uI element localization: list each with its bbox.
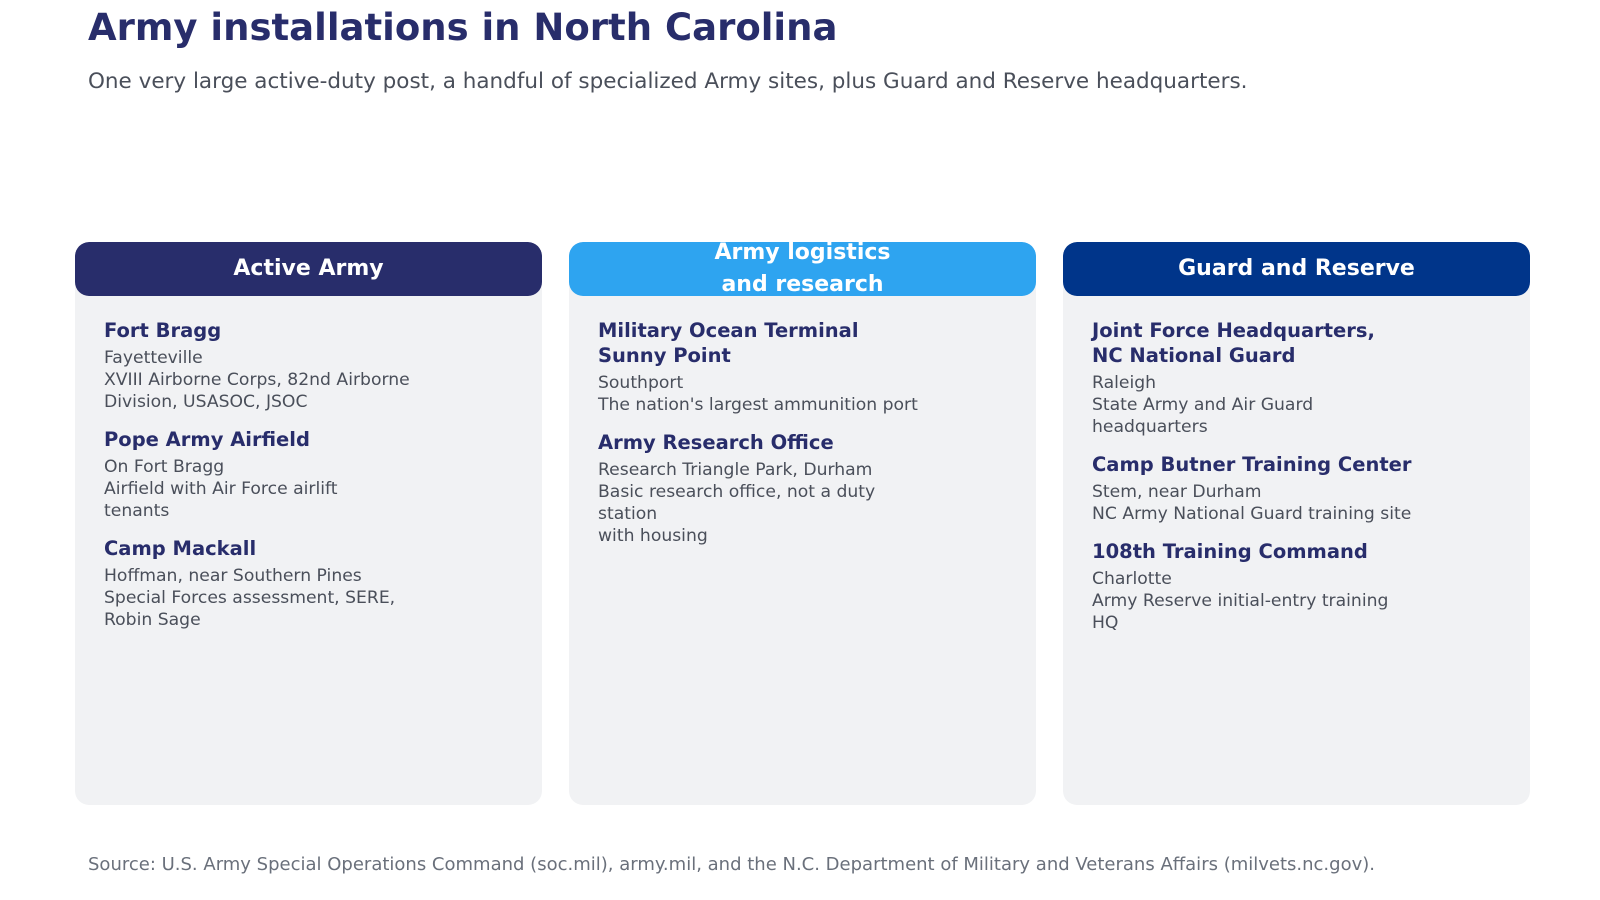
installation-description: Special Forces assessment, SERE, Robin S… — [104, 588, 396, 630]
installation-name: Camp Mackall — [104, 537, 257, 560]
card-header-label-line-1: Army logistics — [714, 242, 891, 265]
installation-location: Stem, near Durham — [1092, 482, 1262, 502]
installation-description: NC Army National Guard training site — [1092, 504, 1412, 524]
installation-name: Military Ocean Terminal Sunny Point — [598, 319, 859, 367]
card-body-active-army: Fort Bragg Fayetteville XVIII Airborne C… — [75, 296, 542, 631]
installation-location: Raleigh — [1092, 373, 1157, 393]
installation-location: Charlotte — [1092, 569, 1172, 589]
card-header-label: Active Army — [233, 256, 384, 281]
card-army-logistics-research: Army logistics and research Military Oce… — [569, 242, 1036, 805]
installation-location: Hoffman, near Southern Pines — [104, 566, 362, 586]
installation-description: XVIII Airborne Corps, 82nd Airborne Divi… — [104, 370, 410, 412]
card-header-active-army: Active Army — [75, 242, 542, 296]
installation-fort-bragg: Fort Bragg Fayetteville XVIII Airborne C… — [104, 318, 513, 413]
installation-name: Camp Butner Training Center — [1092, 453, 1412, 476]
card-body-army-logistics-research: Military Ocean Terminal Sunny Point Sout… — [569, 296, 1036, 547]
installation-description: Basic research office, not a duty statio… — [598, 482, 876, 546]
installation-description: State Army and Air Guard headquarters — [1092, 395, 1314, 437]
installation-description: Army Reserve initial-entry training HQ — [1092, 591, 1389, 633]
installation-name: Pope Army Airfield — [104, 428, 310, 451]
installation-name: Joint Force Headquarters, NC National Gu… — [1092, 319, 1375, 367]
installation-108th-training-command: 108th Training Command Charlotte Army Re… — [1092, 539, 1501, 634]
card-header-army-logistics-research: Army logistics and research — [569, 242, 1036, 296]
installation-army-research-office: Army Research Office Research Triangle P… — [598, 430, 1007, 547]
installation-military-ocean-terminal-sunny-point: Military Ocean Terminal Sunny Point Sout… — [598, 318, 1007, 416]
installation-pope-army-airfield: Pope Army Airfield On Fort Bragg Airfiel… — [104, 427, 513, 522]
card-guard-and-reserve: Guard and Reserve Joint Force Headquarte… — [1063, 242, 1530, 805]
installation-location: Southport — [598, 373, 684, 393]
card-header-label: Guard and Reserve — [1178, 256, 1415, 281]
installation-description: Airfield with Air Force airlift tenants — [104, 479, 338, 521]
installation-location: Research Triangle Park, Durham — [598, 460, 873, 480]
installation-camp-mackall: Camp Mackall Hoffman, near Southern Pine… — [104, 536, 513, 631]
page-title: Army installations in North Carolina — [88, 6, 838, 49]
card-header-guard-and-reserve: Guard and Reserve — [1063, 242, 1530, 296]
installation-name: Fort Bragg — [104, 319, 222, 342]
installation-joint-force-headquarters: Joint Force Headquarters, NC National Gu… — [1092, 318, 1501, 438]
installation-name: Army Research Office — [598, 431, 834, 454]
card-body-guard-and-reserve: Joint Force Headquarters, NC National Gu… — [1063, 296, 1530, 634]
page-subtitle: One very large active-duty post, a handf… — [88, 69, 1248, 94]
installation-description: The nation's largest ammunition port — [598, 395, 918, 415]
installation-camp-butner-training-center: Camp Butner Training Center Stem, near D… — [1092, 452, 1501, 525]
card-header-label-line-2: and research — [721, 272, 884, 297]
installation-location: On Fort Bragg — [104, 457, 225, 477]
source-note: Source: U.S. Army Special Operations Com… — [88, 854, 1375, 875]
card-active-army: Active Army Fort Bragg Fayetteville XVII… — [75, 242, 542, 805]
installation-location: Fayetteville — [104, 348, 203, 368]
installation-name: 108th Training Command — [1092, 540, 1368, 563]
